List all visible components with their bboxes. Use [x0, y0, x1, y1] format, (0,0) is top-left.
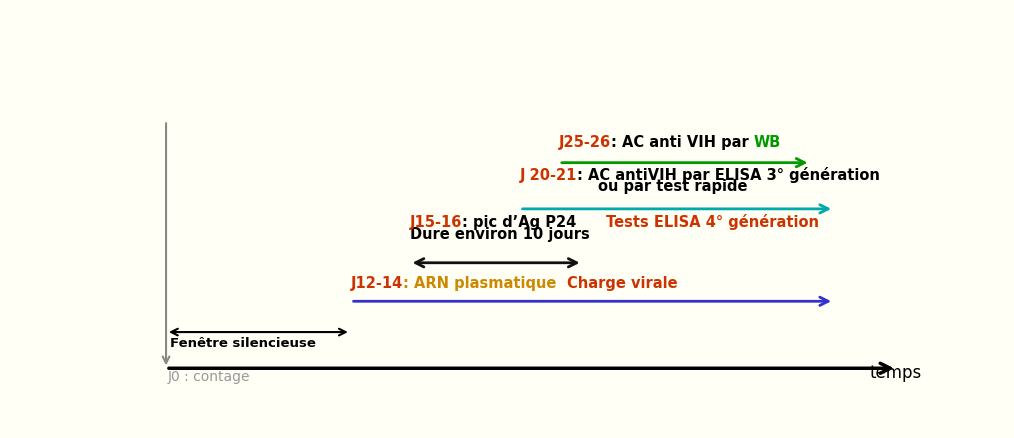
Text: Dure environ 10 jours: Dure environ 10 jours [410, 227, 589, 242]
Text: Fenêtre silencieuse: Fenêtre silencieuse [170, 337, 315, 350]
Text: J 20-21: J 20-21 [520, 169, 577, 184]
Text: Tests ELISA 4° génération: Tests ELISA 4° génération [606, 214, 819, 230]
Text: : AC anti VIH par: : AC anti VIH par [611, 134, 754, 150]
Text: Charge virale: Charge virale [567, 276, 677, 291]
Text: J0 : contage: J0 : contage [167, 370, 250, 384]
Text: WB: WB [754, 134, 781, 150]
Text: J15-16: J15-16 [410, 215, 462, 230]
Text: ou par test rapide: ou par test rapide [598, 179, 747, 194]
Text: temps: temps [869, 364, 922, 382]
Text: : ARN plasmatique: : ARN plasmatique [403, 276, 557, 291]
Text: : pic d’Ag P24: : pic d’Ag P24 [462, 215, 576, 230]
Text: J25-26: J25-26 [559, 134, 611, 150]
Text: : AC antiVIH par ELISA 3° génération: : AC antiVIH par ELISA 3° génération [577, 167, 880, 184]
Text: J12-14: J12-14 [351, 276, 403, 291]
